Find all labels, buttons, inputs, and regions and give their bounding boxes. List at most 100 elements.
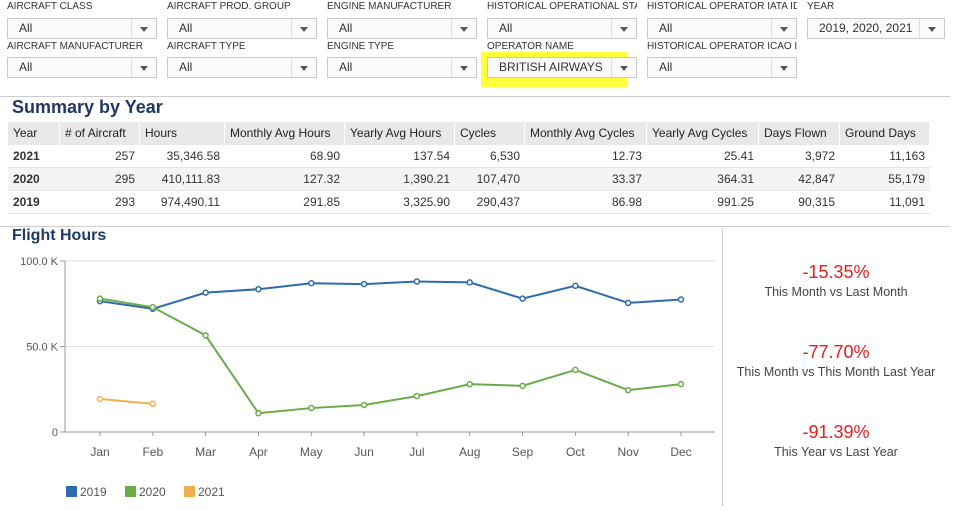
- dropdown-arrow[interactable]: [291, 19, 316, 38]
- filter-label: ENGINE MANUFACTURER: [327, 1, 452, 12]
- legend-swatch: [125, 486, 136, 497]
- table-cell: 2021: [8, 145, 60, 168]
- table-cell: 2019: [8, 191, 60, 214]
- filter-select[interactable]: All: [327, 57, 477, 78]
- y-tick-label: 50.0 K: [26, 342, 58, 354]
- filter-value: All: [659, 60, 673, 74]
- table-header: Yearly Avg Hours: [345, 122, 455, 145]
- divider: [722, 228, 723, 506]
- x-tick-label: Apr: [249, 445, 268, 459]
- filter-select[interactable]: All: [327, 18, 477, 39]
- table-cell: 68.90: [225, 145, 345, 168]
- section-title: Summary by Year: [12, 97, 163, 117]
- x-tick-label: Mar: [195, 445, 216, 459]
- data-point: [255, 409, 262, 417]
- filter-value: All: [659, 21, 673, 35]
- dropdown-arrow[interactable]: [131, 58, 156, 77]
- filter-label: AIRCRAFT PROD. GROUP: [167, 1, 291, 12]
- dropdown-arrow[interactable]: [451, 19, 476, 38]
- section-title: Flight Hours: [12, 227, 107, 244]
- table-cell: 90,315: [759, 191, 840, 214]
- data-point: [360, 401, 368, 409]
- x-tick-label: Aug: [459, 445, 480, 459]
- filter-select[interactable]: All: [487, 18, 637, 39]
- kpi-value: -15.35%: [802, 262, 870, 282]
- table-header: Monthly Avg Cycles: [525, 122, 647, 145]
- data-point: [466, 279, 473, 286]
- divider: [0, 226, 950, 227]
- data-point: [308, 279, 315, 287]
- table-cell: 11,091: [840, 191, 930, 214]
- table-cell: 974,490.11: [140, 191, 225, 214]
- dropdown-arrow[interactable]: [611, 58, 636, 77]
- filter-value: All: [339, 21, 353, 35]
- chart: 0 50.0 K 100.0 K Jan Feb Mar Apr May Jun Jul Aug Se…: [20, 256, 715, 499]
- filter-value: BRITISH AIRWAYS: [499, 60, 603, 74]
- x-tick-label: Sep: [512, 445, 534, 459]
- filter-select[interactable]: All: [7, 57, 157, 78]
- data-point: [96, 395, 104, 403]
- filter-label: AIRCRAFT CLASS: [7, 1, 93, 12]
- data-point: [149, 303, 157, 311]
- data-point: [413, 392, 421, 400]
- table-cell: 364.31: [647, 168, 759, 191]
- filter-select[interactable]: BRITISH AIRWAYS: [487, 57, 637, 78]
- legend-swatch: [184, 486, 195, 497]
- kpi-caption: This Month vs Last Month: [764, 285, 908, 299]
- dropdown-arrow[interactable]: [131, 19, 156, 38]
- table-header: # of Aircraft: [60, 122, 140, 145]
- dropdown-arrow[interactable]: [451, 58, 476, 77]
- table-cell: 2020: [8, 168, 60, 191]
- table-cell: 12.73: [525, 145, 647, 168]
- table-cell: 410,111.83: [140, 168, 225, 191]
- data-point: [255, 285, 262, 293]
- filter-label: HISTORICAL OPERATOR ICAO ID: [647, 41, 797, 52]
- data-point: [572, 282, 579, 290]
- table-cell: 293: [60, 191, 140, 214]
- filter-select[interactable]: All: [647, 18, 797, 39]
- filter-value: All: [179, 60, 193, 74]
- kpi-caption: This Year vs Last Year: [774, 445, 898, 459]
- divider: [0, 96, 950, 97]
- filter-value: All: [499, 21, 513, 35]
- data-point: [624, 299, 632, 307]
- y-tick-label: 100.0 K: [20, 256, 59, 268]
- legend-label: 2020: [139, 485, 166, 499]
- filter-select[interactable]: All: [167, 57, 317, 78]
- filter-value: All: [19, 21, 33, 35]
- dropdown-arrow[interactable]: [919, 19, 944, 38]
- table-cell: 137.54: [345, 145, 455, 168]
- filter-value: All: [179, 21, 193, 35]
- table-header: Yearly Avg Cycles: [647, 122, 759, 145]
- filter-select[interactable]: All: [7, 18, 157, 39]
- table-cell: 33.37: [525, 168, 647, 191]
- dropdown-arrow[interactable]: [771, 58, 796, 77]
- dropdown-arrow[interactable]: [291, 58, 316, 77]
- filter-select[interactable]: All: [167, 18, 317, 39]
- table-cell: 290,437: [455, 191, 525, 214]
- filter-select[interactable]: 2019, 2020, 2021: [807, 18, 945, 39]
- table-header[interactable]: Year: [8, 122, 60, 145]
- data-point: [466, 380, 473, 388]
- series-line: [99, 297, 682, 415]
- x-tick-label: Jan: [90, 445, 109, 459]
- data-point: [149, 400, 157, 408]
- table-cell: 55,179: [840, 168, 930, 191]
- kpi-value: -77.70%: [802, 342, 870, 362]
- data-point: [519, 382, 526, 390]
- data-point: [677, 296, 685, 303]
- filter-select[interactable]: All: [647, 57, 797, 78]
- filter-label: AIRCRAFT MANUFACTURER: [7, 41, 143, 52]
- x-tick-label: Oct: [566, 445, 585, 459]
- table-cell: 1,390.21: [345, 168, 455, 191]
- series-line: [99, 280, 682, 310]
- table-cell: 11,163: [840, 145, 930, 168]
- dropdown-arrow[interactable]: [611, 19, 636, 38]
- table-header: Ground Days: [840, 122, 930, 145]
- data-point: [572, 366, 579, 374]
- data-point: [202, 332, 209, 339]
- data-point: [519, 295, 526, 302]
- table-header: Monthly Avg Hours: [225, 122, 345, 145]
- dropdown-arrow[interactable]: [771, 19, 796, 38]
